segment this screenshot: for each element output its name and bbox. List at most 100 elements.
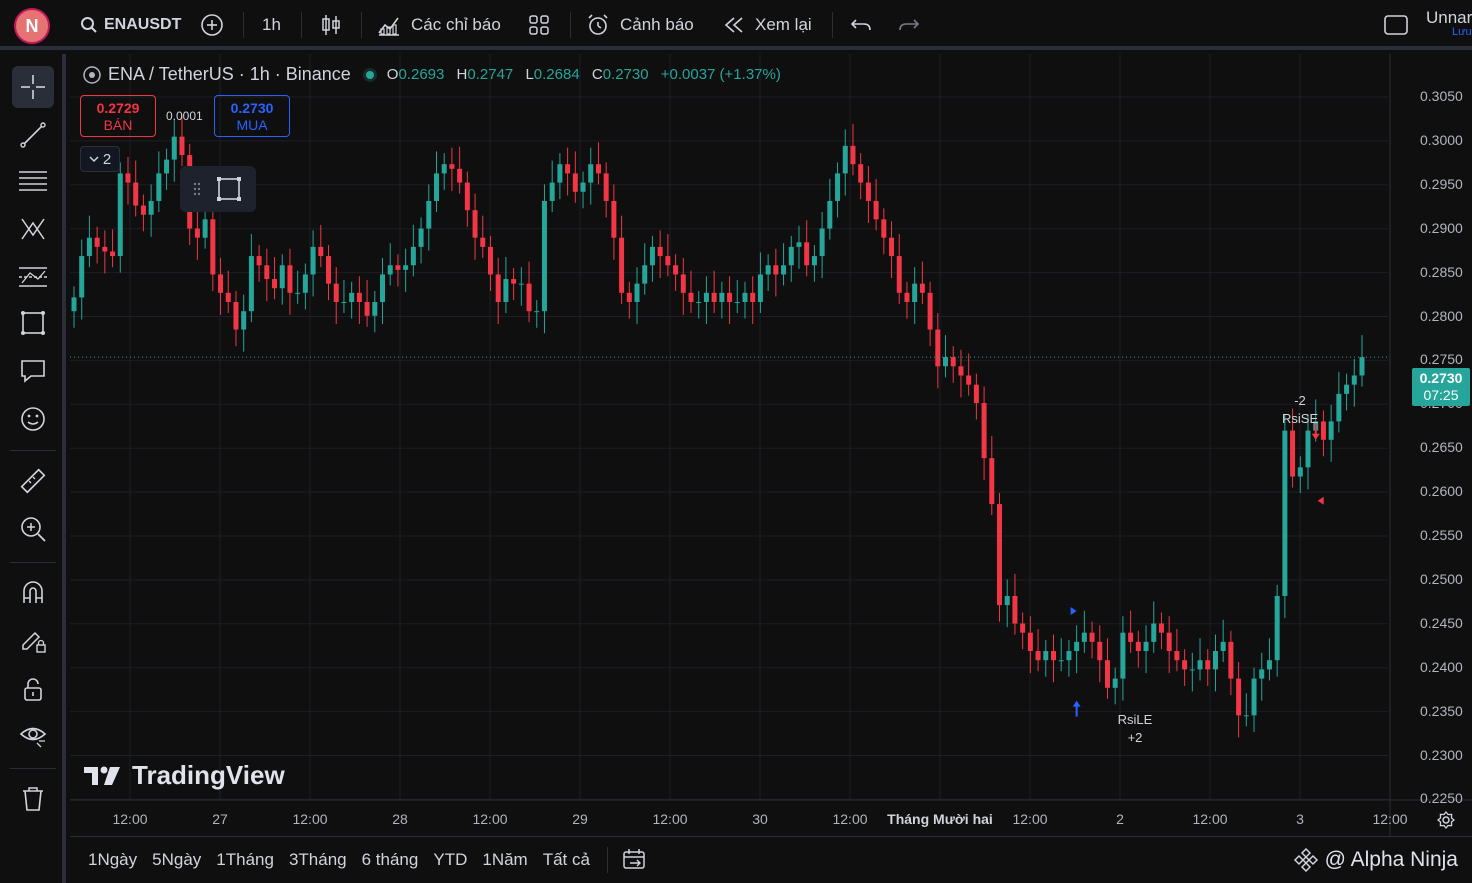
candle-body [86,237,92,257]
price-chart[interactable] [70,54,1472,836]
range-button[interactable]: 1Ngày [88,850,138,869]
candle-body [94,237,100,247]
time-axis-label: 27 [212,811,228,827]
replay-button[interactable]: Xem lại [723,8,812,42]
buy-button[interactable]: 0.2730 MUA [214,95,290,137]
symbol-search-button[interactable]: ENAUSDT [80,8,181,42]
candle-body [1058,660,1064,662]
time-axis-label: 12:00 [1372,811,1408,827]
divider [301,12,302,38]
comment-icon [21,360,45,383]
candle-body [1174,651,1180,661]
lock-drawing-tool[interactable] [12,620,54,662]
pattern-icon [21,218,45,240]
candle-body [750,292,756,302]
range-button[interactable]: 1Tháng [216,850,274,869]
candle-body [441,164,447,174]
shapes-tool[interactable] [12,302,54,344]
fullscreen-button[interactable] [1384,8,1408,42]
emoji-tool[interactable] [12,398,54,440]
candle-body [349,292,355,302]
chart-settings-button[interactable] [1436,810,1456,830]
candle-body [565,164,571,174]
candle-body [472,210,478,238]
lock-all-tool[interactable] [12,668,54,710]
forecast-tool[interactable] [12,256,54,298]
crosshair-icon [21,75,45,99]
chart-type-button[interactable] [320,8,342,42]
chart-pane[interactable]: ENA / TetherUS · 1h · Binance O0.2693 H0… [70,54,1472,883]
pattern-tool[interactable] [12,208,54,250]
candle-body [148,200,154,215]
short-entry-arrow [1311,423,1320,440]
date-range-list: 1Ngày 5Ngày 1Tháng 3Tháng 6 tháng YTD 1Năm Tất … [88,850,605,870]
interval-button[interactable]: 1h [262,15,281,34]
goto-date-button[interactable] [622,848,648,872]
candle-body [1212,651,1218,670]
indicators-button[interactable]: Các chỉ báo [377,8,501,42]
candle-body [457,168,463,183]
candle-body [981,403,987,459]
templates-button[interactable] [528,8,550,42]
crosshair-tool[interactable] [12,66,54,108]
range-button[interactable]: Tất cả [542,850,590,869]
sell-label: BÁN [103,117,133,133]
divider [361,12,362,38]
sell-button[interactable]: 0.2729 BÁN [80,95,156,137]
magnet-tool[interactable] [12,572,54,614]
time-axis-label: 12:00 [1012,811,1048,827]
short-qty: -2 [1294,393,1306,408]
visibility-tool[interactable] [12,714,54,756]
chevron-down-icon [89,155,99,163]
candle-body [865,182,871,201]
candle-body [734,302,740,303]
measure-tool[interactable] [12,460,54,502]
candle-body [1128,632,1134,642]
candle-body [511,279,517,284]
range-button[interactable]: 1Năm [482,850,528,869]
annotation-tool[interactable] [12,350,54,392]
range-button[interactable]: 6 tháng [361,850,419,869]
indicators-collapse-button[interactable]: 2 [80,146,120,172]
zoom-tool[interactable] [12,508,54,550]
candle-body [248,256,254,312]
alert-button[interactable]: Cảnh báo [586,8,694,42]
candle-body [603,173,609,201]
candle-body [364,302,370,316]
window-icon [1384,14,1408,36]
price-axis-label: 0.2300 [1420,746,1463,763]
candle-body [827,200,833,229]
candle-body [1166,632,1172,652]
price-axis-label: 0.2500 [1420,570,1463,587]
remove-drawings-tool[interactable] [12,778,54,820]
compare-add-button[interactable] [200,8,224,42]
candle-body [1344,384,1350,394]
price-axis-label: 0.3000 [1420,131,1463,148]
layout-name-button[interactable]: Unnar Lưu [1426,8,1472,38]
candle-body [1035,651,1041,661]
undo-button[interactable] [850,8,872,42]
range-button[interactable]: YTD [433,850,468,869]
candle-body [850,145,856,165]
range-button[interactable]: 5Ngày [152,850,202,869]
candle-body [1050,651,1056,661]
trend-line-tool[interactable] [12,114,54,156]
candle-body [1004,595,1010,606]
price-axis-label: 0.3050 [1420,88,1463,104]
short-signal-label: -2 RsiSE [1282,392,1318,428]
range-button[interactable]: 3Tháng [288,850,347,869]
drag-handle-icon[interactable] [193,181,201,197]
candle-body [518,283,524,285]
rectangle-icon[interactable] [215,175,243,203]
legend-title[interactable]: ENA / TetherUS · 1h · Binance [108,64,351,84]
candle-body [896,256,902,293]
user-avatar[interactable]: N [14,8,50,44]
tradingview-watermark[interactable]: TradingView [84,760,285,791]
fib-tool[interactable] [12,160,54,202]
redo-button[interactable] [898,8,920,42]
candle-body [873,200,879,220]
candle-body [287,265,293,293]
price-axis-label: 0.2950 [1420,175,1463,192]
candle-body [1228,641,1234,679]
candle-body [117,173,123,257]
